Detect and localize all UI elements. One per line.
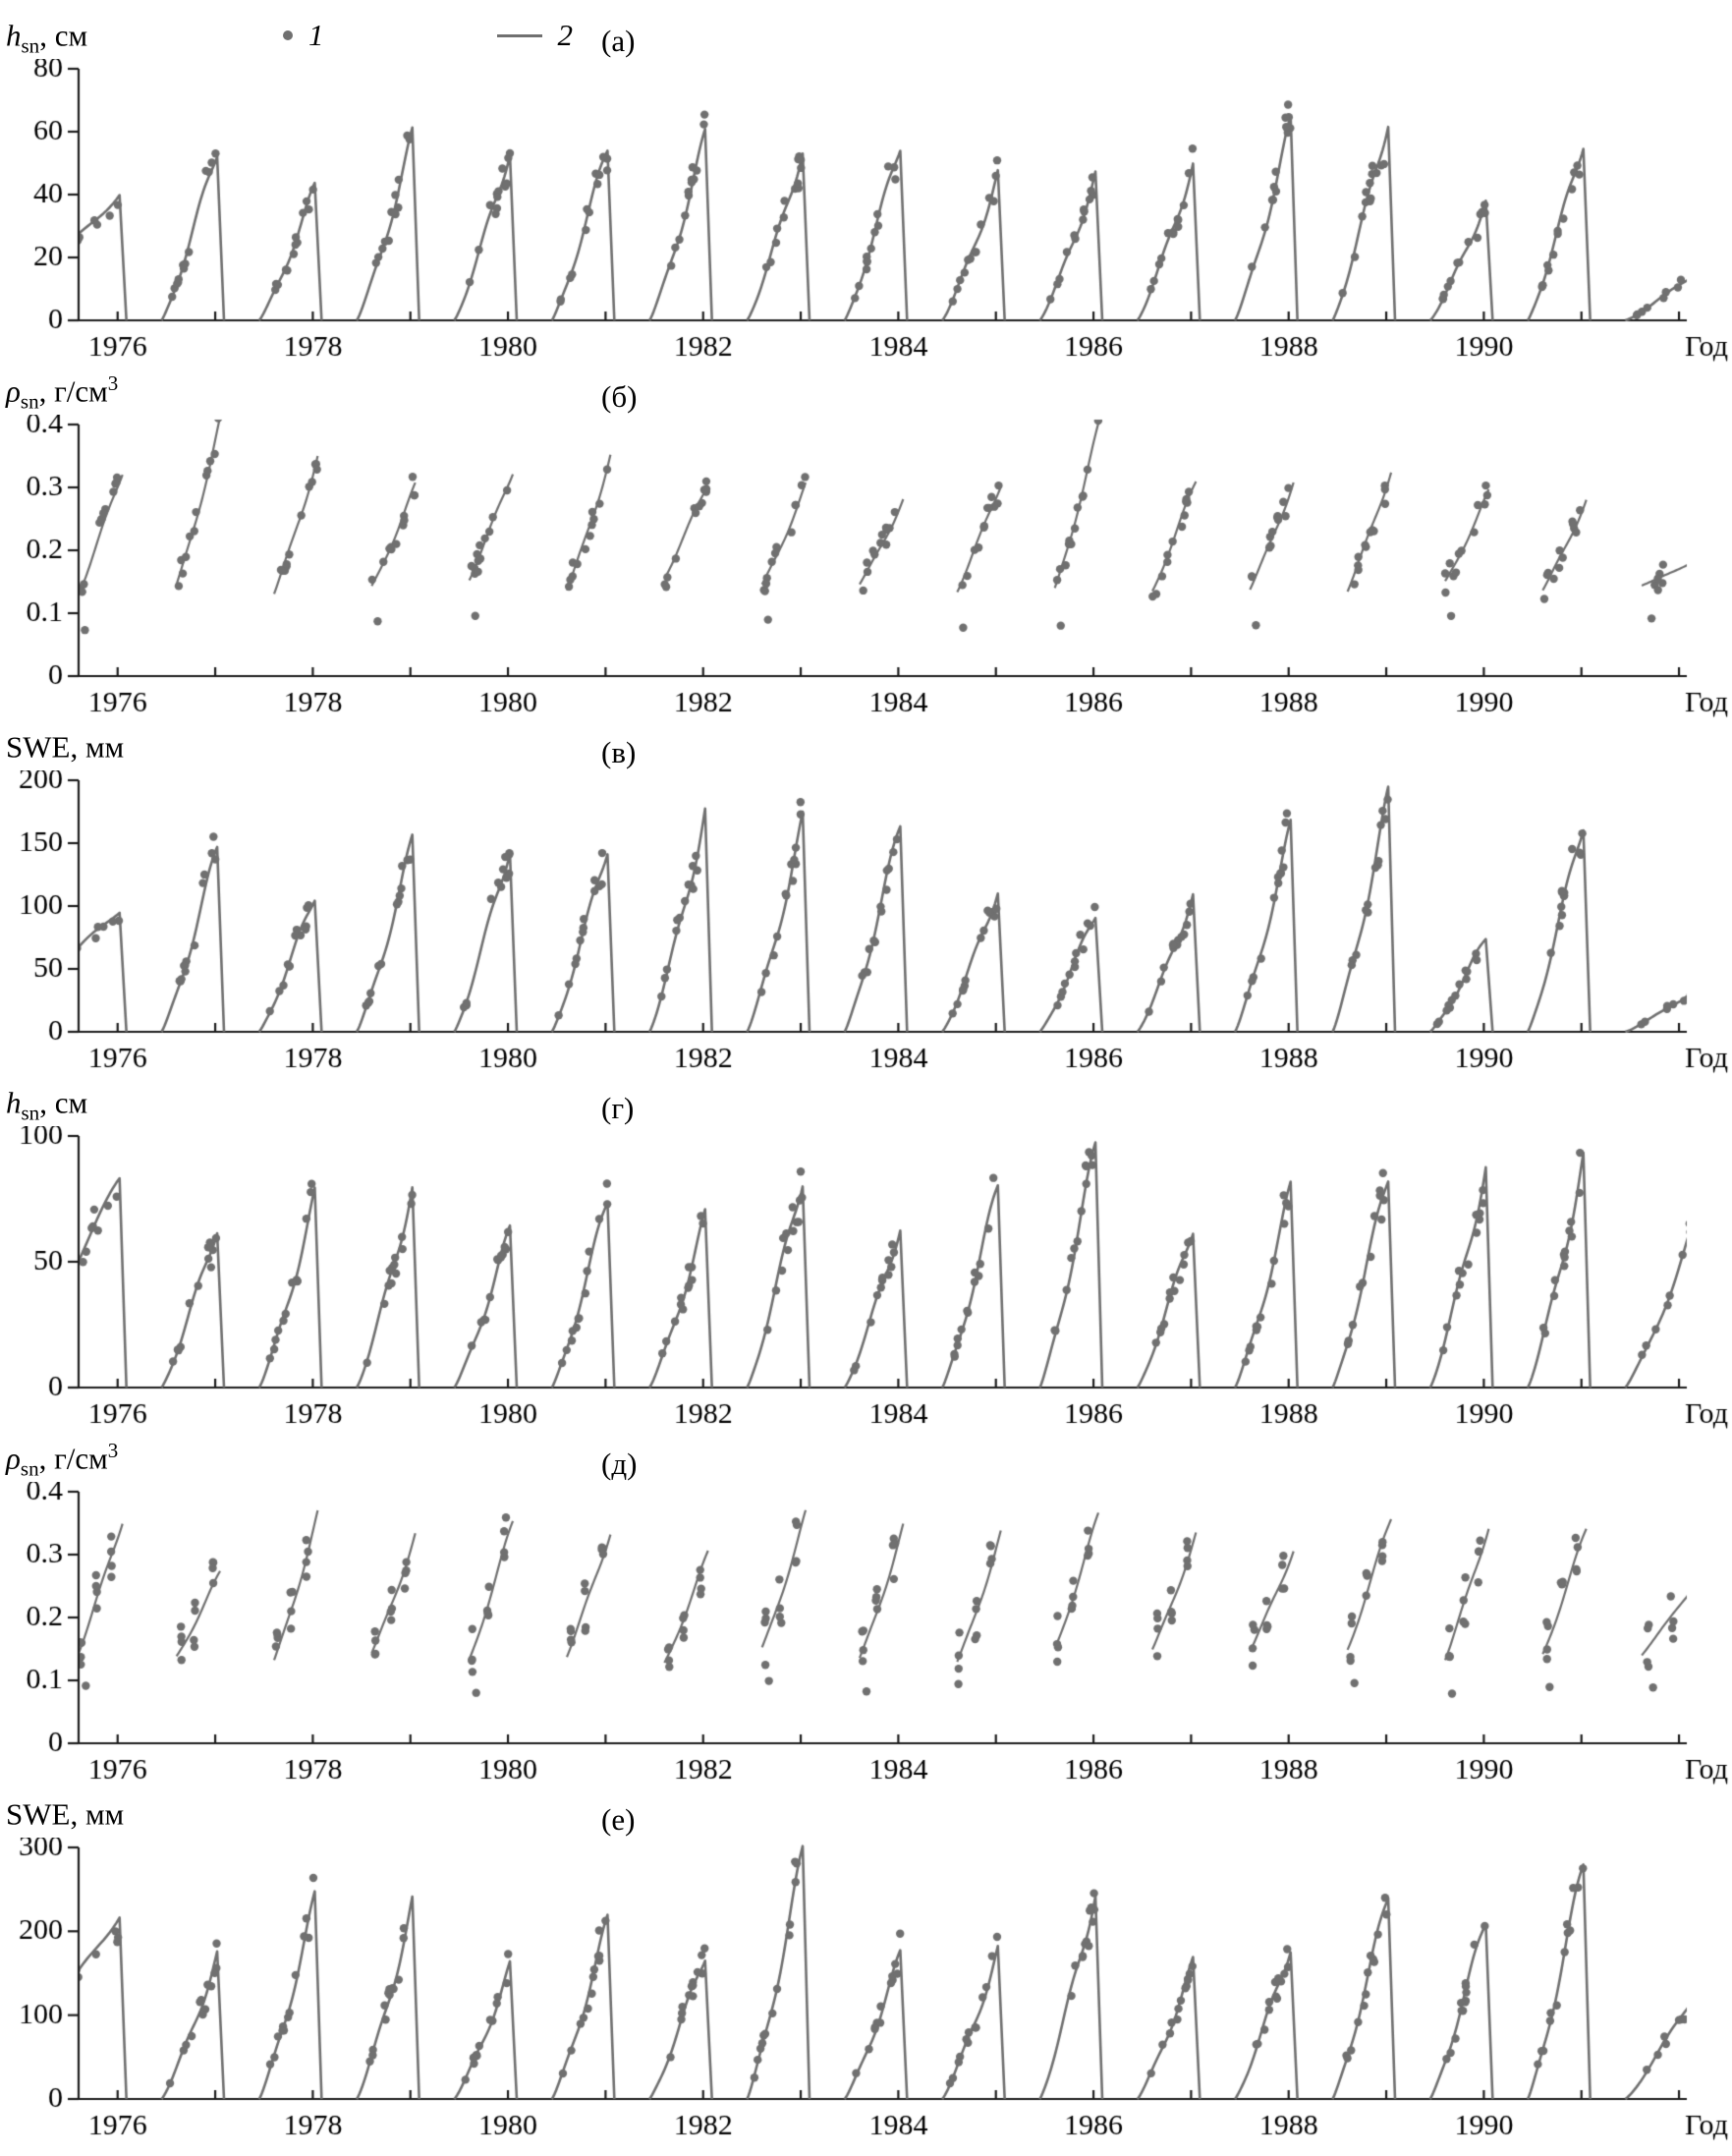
y-axis-label-units: , г/см [38,1441,108,1476]
y-axis-label-symbol: h [6,18,22,53]
y-axis-label-symbol: h [6,1085,22,1120]
panel-header: SWE, мм (е) [0,1787,1732,1838]
chart-panel-3: SWE, мм (в) [0,719,1732,1075]
panel-letter-label: (а) [601,24,636,58]
panel-header: ρsn, г/см3 (д) [0,1431,1732,1482]
panel-header: hsn, см (а) [0,8,1732,59]
y-axis-label-symbol: SWE [6,729,71,765]
panel-letter-label: (е) [601,1802,636,1837]
y-axis-label: ρsn, г/см3 [6,1439,118,1482]
chart-canvas-1 [0,59,1732,364]
chart-panel-2: ρsn, г/см3 (б) [0,364,1732,719]
chart-canvas-6 [0,1838,1732,2142]
legend-dot-marker-icon [283,30,293,40]
legend-label-2: 2 [557,18,574,52]
chart-canvas-2 [0,415,1732,719]
y-axis-label-subscript: sn [20,1457,39,1481]
panel-header: hsn, см (г) [0,1075,1732,1126]
y-axis-label-symbol: SWE [6,1796,71,1832]
y-axis-label: SWE, мм [6,727,124,770]
y-axis-label-units: , мм [70,1796,125,1832]
y-axis-label-subscript: sn [21,1102,40,1125]
chart-panel-1: hsn, см (а) [0,8,1732,364]
y-axis-label-superscript: 3 [107,371,119,396]
y-axis-label: SWE, мм [6,1794,124,1838]
panel-letter-label: (в) [601,735,637,769]
y-axis-label-symbol: ρ [6,1441,21,1476]
chart-canvas-3 [0,770,1732,1075]
chart-canvas-5 [0,1482,1732,1787]
y-axis-label: hsn, см [6,1083,87,1126]
panel-letter-label: (д) [601,1447,638,1481]
y-axis-label-subscript: sn [20,390,39,414]
y-axis-label-superscript: 3 [107,1439,119,1463]
y-axis-label-subscript: sn [21,34,40,58]
legend-line-marker-icon [496,33,542,37]
legend-label-1: 1 [308,18,324,52]
y-axis-label-units: , г/см [38,373,108,409]
panel-header: ρsn, г/см3 (б) [0,364,1732,415]
y-axis-label-symbol: ρ [6,373,21,409]
legend: 1 2 [283,18,573,53]
panel-letter-label: (б) [601,379,638,414]
panel-header: SWE, мм (в) [0,719,1732,770]
chart-panel-6: SWE, мм (е) [0,1787,1732,2142]
chart-panel-4: hsn, см (г) [0,1075,1732,1431]
panel-letter-label: (г) [601,1091,635,1125]
y-axis-label-units: , мм [70,729,125,765]
y-axis-label: ρsn, г/см3 [6,371,118,415]
chart-panel-5: ρsn, г/см3 (д) [0,1431,1732,1787]
chart-canvas-4 [0,1126,1732,1431]
y-axis-label-units: , см [39,18,88,53]
y-axis-label-units: , см [39,1085,88,1120]
y-axis-label: hsn, см [6,16,87,59]
